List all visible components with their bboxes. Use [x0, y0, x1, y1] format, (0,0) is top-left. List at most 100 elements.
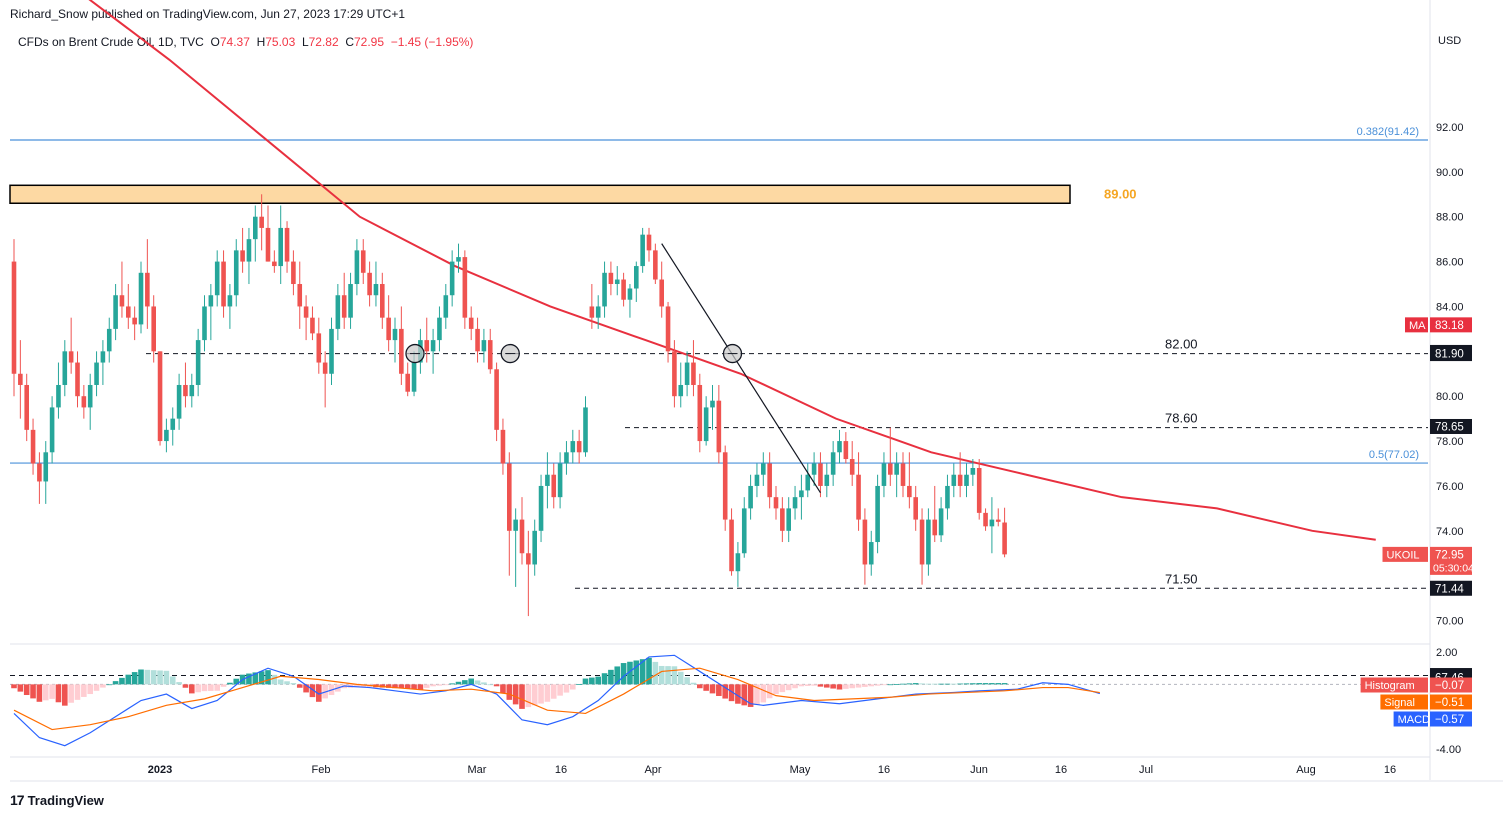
- candle-body: [786, 508, 791, 531]
- candle: [786, 497, 791, 543]
- candle: [716, 384, 722, 464]
- candle-body: [665, 306, 671, 352]
- macd-histogram-bar: [538, 684, 544, 704]
- candle: [87, 373, 93, 430]
- macd-histogram-bar: [531, 684, 538, 706]
- macd-histogram-bar: [938, 683, 944, 685]
- candle-body: [843, 441, 849, 460]
- macd-legend-value-bg: [1430, 711, 1472, 727]
- price-tag-name: UKOIL: [1387, 549, 1420, 561]
- candle-body: [126, 306, 131, 318]
- zone-label: 89.00: [1104, 186, 1137, 201]
- macd-histogram-bar: [62, 684, 68, 706]
- candle: [475, 317, 480, 363]
- candle-body: [443, 295, 449, 318]
- macd-histogram-bar: [68, 684, 74, 703]
- candle-body: [24, 384, 29, 430]
- candle: [703, 396, 709, 446]
- candle-body: [75, 362, 80, 397]
- candle-body: [449, 261, 455, 296]
- candle-body: [932, 519, 938, 536]
- candle-body: [113, 295, 118, 329]
- candle: [1002, 507, 1007, 558]
- price-tag-name-bg: [1405, 317, 1428, 333]
- macd-histogram-bar: [42, 684, 49, 701]
- candle-body: [710, 400, 715, 408]
- candle-body: [233, 250, 239, 296]
- macd-histogram-bar: [436, 684, 443, 686]
- macd-histogram-bar: [709, 684, 716, 694]
- candle-body: [868, 542, 874, 565]
- candle-body: [888, 463, 893, 475]
- candle-body: [526, 553, 531, 565]
- macd-histogram-bar: [150, 670, 157, 685]
- candle-body: [424, 340, 430, 352]
- candle: [265, 205, 271, 262]
- x-tick-label: 2023: [148, 764, 172, 776]
- candle-body: [468, 317, 474, 329]
- x-tick-label: May: [790, 764, 811, 776]
- macd-histogram-bar: [131, 672, 138, 685]
- candle: [164, 418, 169, 453]
- candle: [380, 272, 385, 329]
- price-tag-value: 78.65: [1435, 421, 1464, 433]
- tradingview-logo-icon: 17: [10, 792, 25, 808]
- macd-histogram-bar: [690, 682, 697, 685]
- candle-body: [837, 441, 842, 453]
- candle-body: [259, 216, 264, 228]
- macd-histogram-bar: [550, 684, 557, 699]
- candle-body: [538, 485, 544, 531]
- macd-histogram-bar: [398, 684, 405, 689]
- macd-histogram-bar: [671, 666, 678, 685]
- x-tick-label: 16: [878, 764, 890, 776]
- candle: [253, 205, 258, 262]
- macd-histogram-bar: [220, 684, 227, 687]
- tradingview-footer[interactable]: 17 TradingView: [10, 792, 104, 808]
- candle-body: [386, 317, 391, 341]
- candle-body: [602, 272, 607, 307]
- ohlc-high-label: H: [256, 35, 266, 49]
- candle-body: [176, 384, 182, 419]
- candle-body: [49, 407, 55, 453]
- candle: [551, 463, 557, 509]
- candle: [341, 272, 347, 329]
- candle: [868, 530, 874, 576]
- candle: [297, 261, 303, 329]
- candle-body: [583, 407, 588, 453]
- macd-histogram-bar: [169, 676, 176, 685]
- candle-body: [487, 340, 493, 370]
- macd-histogram-bar: [792, 684, 798, 689]
- candle: [710, 384, 715, 430]
- candle: [919, 508, 925, 585]
- candle: [849, 441, 855, 486]
- macd-histogram-bar: [887, 684, 894, 686]
- candle-body: [576, 441, 582, 453]
- macd-legend-value: −0.51: [1435, 697, 1464, 709]
- candle: [970, 459, 976, 486]
- macd-histogram-bar: [544, 684, 551, 702]
- macd-legend-name: MACD: [1398, 714, 1430, 726]
- candle-body: [18, 373, 23, 385]
- candle-body: [589, 306, 595, 318]
- macd-histogram-bar: [119, 677, 125, 685]
- candle-body: [919, 519, 925, 565]
- macd-legend-name: Histogram: [1365, 680, 1415, 692]
- candle-body: [253, 216, 258, 240]
- candle: [741, 497, 747, 558]
- y-tick-label: 86.00: [1436, 257, 1464, 269]
- macd-histogram-bar: [849, 684, 855, 689]
- candle: [754, 463, 760, 498]
- y-tick-label: 78.00: [1436, 436, 1464, 448]
- price-tag-value: 71.44: [1435, 583, 1464, 595]
- x-tick-label: Mar: [468, 764, 487, 776]
- candle-body: [164, 429, 169, 442]
- candle: [11, 239, 17, 397]
- candle-body: [246, 239, 252, 262]
- candle: [329, 317, 334, 385]
- macd-histogram-bar: [360, 684, 367, 688]
- price-tag-value: 83.18: [1435, 320, 1464, 332]
- macd-histogram-bar: [271, 674, 278, 685]
- level-label: 71.50: [1165, 571, 1198, 586]
- symbol-name[interactable]: CFDs on Brent Crude Oil, 1D, TVC: [18, 35, 204, 49]
